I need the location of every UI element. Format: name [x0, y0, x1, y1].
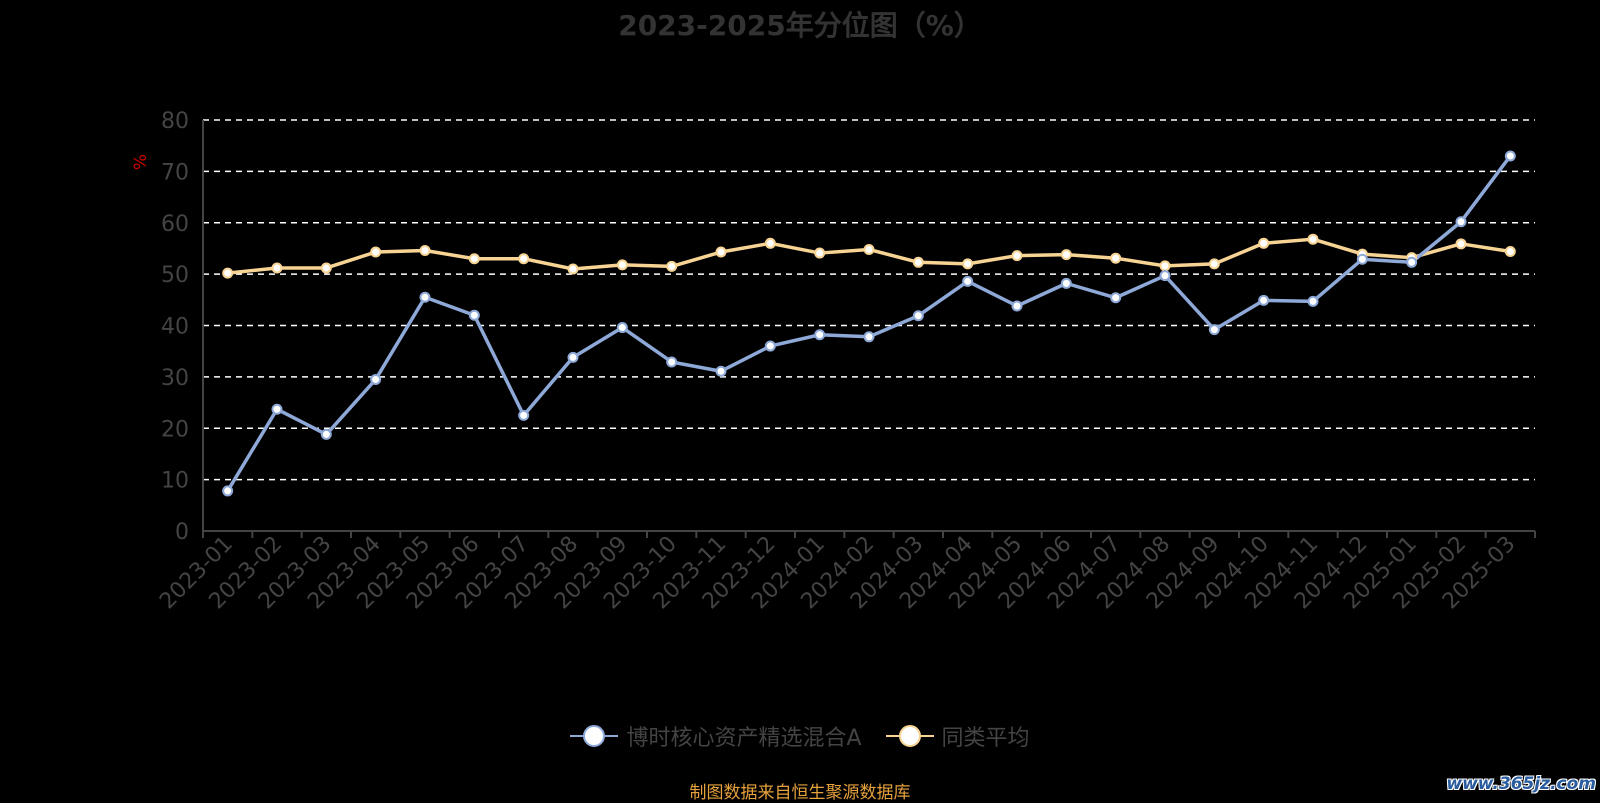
series-points [222, 150, 1516, 497]
y-tick-label: 30 [161, 366, 189, 391]
data-point-fund[interactable] [567, 351, 579, 363]
axes [202, 120, 1536, 538]
data-point-peer-average[interactable] [1159, 260, 1171, 272]
data-point-peer-average[interactable] [222, 267, 234, 279]
legend-swatch-peer-average [885, 724, 934, 748]
y-tick-label: 70 [161, 160, 189, 185]
source-note: 制图数据来自恒生聚源数据库 [689, 783, 911, 803]
data-point-fund[interactable] [764, 340, 776, 352]
data-point-peer-average[interactable] [715, 246, 727, 258]
data-point-peer-average[interactable] [863, 243, 875, 255]
y-tick-label: 20 [161, 417, 189, 442]
data-point-peer-average[interactable] [962, 258, 974, 270]
data-point-fund[interactable] [1504, 150, 1516, 162]
y-tick-label: 0 [175, 520, 189, 545]
y-tick-label: 80 [161, 109, 189, 134]
data-point-peer-average[interactable] [1110, 252, 1122, 264]
data-point-fund[interactable] [222, 485, 234, 497]
data-point-fund[interactable] [1208, 324, 1220, 336]
data-point-fund[interactable] [863, 331, 875, 343]
data-point-fund[interactable] [1455, 216, 1467, 228]
legend: 博时核心资产精选混合A 同类平均 [0, 720, 1600, 752]
data-point-fund[interactable] [962, 275, 974, 287]
data-point-fund[interactable] [1011, 300, 1023, 312]
legend-label-peer-average: 同类平均 [941, 726, 1030, 751]
data-point-fund[interactable] [1307, 295, 1319, 307]
y-tick-labels: 0 10 20 30 40 50 60 70 80 [161, 109, 189, 545]
legend-item-peer-average[interactable]: 同类平均 [885, 720, 1030, 752]
data-point-peer-average[interactable] [271, 262, 283, 274]
legend-label-fund: 博时核心资产精选混合A [626, 726, 862, 751]
data-point-peer-average[interactable] [1208, 258, 1220, 270]
data-point-peer-average[interactable] [912, 256, 924, 268]
data-point-peer-average[interactable] [616, 259, 628, 271]
data-point-fund[interactable] [1258, 294, 1270, 306]
legend-item-fund[interactable]: 博时核心资产精选混合A [570, 720, 862, 752]
data-point-peer-average[interactable] [1011, 250, 1023, 262]
data-point-fund[interactable] [518, 409, 530, 421]
data-point-peer-average[interactable] [1060, 249, 1072, 261]
data-point-fund[interactable] [1159, 270, 1171, 282]
data-point-peer-average[interactable] [1504, 246, 1516, 258]
data-point-peer-average[interactable] [567, 263, 579, 275]
data-point-fund[interactable] [320, 428, 332, 440]
data-point-fund[interactable] [666, 356, 678, 368]
data-point-fund[interactable] [616, 322, 628, 334]
y-tick-label: 10 [161, 469, 189, 494]
data-point-peer-average[interactable] [666, 260, 678, 272]
data-point-fund[interactable] [468, 309, 480, 321]
data-point-peer-average[interactable] [468, 253, 480, 265]
y-tick-label: 40 [161, 315, 189, 340]
series-line-fund [226, 154, 1512, 492]
data-point-peer-average[interactable] [1307, 233, 1319, 245]
data-point-fund[interactable] [419, 291, 431, 303]
watermark: www.365jz.com [1446, 774, 1596, 794]
y-tick-label: 60 [161, 212, 189, 237]
data-point-fund[interactable] [912, 310, 924, 322]
y-tick-label: 50 [161, 263, 189, 288]
x-tick-labels: 2023-012023-022023-032023-042023-052023-… [155, 532, 1520, 615]
data-point-peer-average[interactable] [814, 247, 826, 259]
data-point-peer-average[interactable] [320, 262, 332, 274]
data-point-fund[interactable] [1060, 277, 1072, 289]
data-point-peer-average[interactable] [370, 246, 382, 258]
data-point-fund[interactable] [1356, 253, 1368, 265]
data-point-peer-average[interactable] [1455, 238, 1467, 250]
series-lines [226, 154, 1512, 492]
data-point-fund[interactable] [814, 329, 826, 341]
data-point-peer-average[interactable] [419, 244, 431, 256]
data-point-fund[interactable] [1110, 292, 1122, 304]
data-point-peer-average[interactable] [764, 237, 776, 249]
data-point-peer-average[interactable] [518, 253, 530, 265]
data-point-fund[interactable] [370, 373, 382, 385]
data-point-fund[interactable] [271, 403, 283, 415]
chart-title: 2023-2025年分位图（%） [618, 9, 982, 42]
grid-lines [203, 119, 1535, 481]
legend-swatch-fund [570, 724, 619, 748]
data-point-peer-average[interactable] [1258, 237, 1270, 249]
data-point-fund[interactable] [1406, 256, 1418, 268]
y-axis-label: % [131, 154, 151, 170]
data-point-fund[interactable] [715, 365, 727, 377]
